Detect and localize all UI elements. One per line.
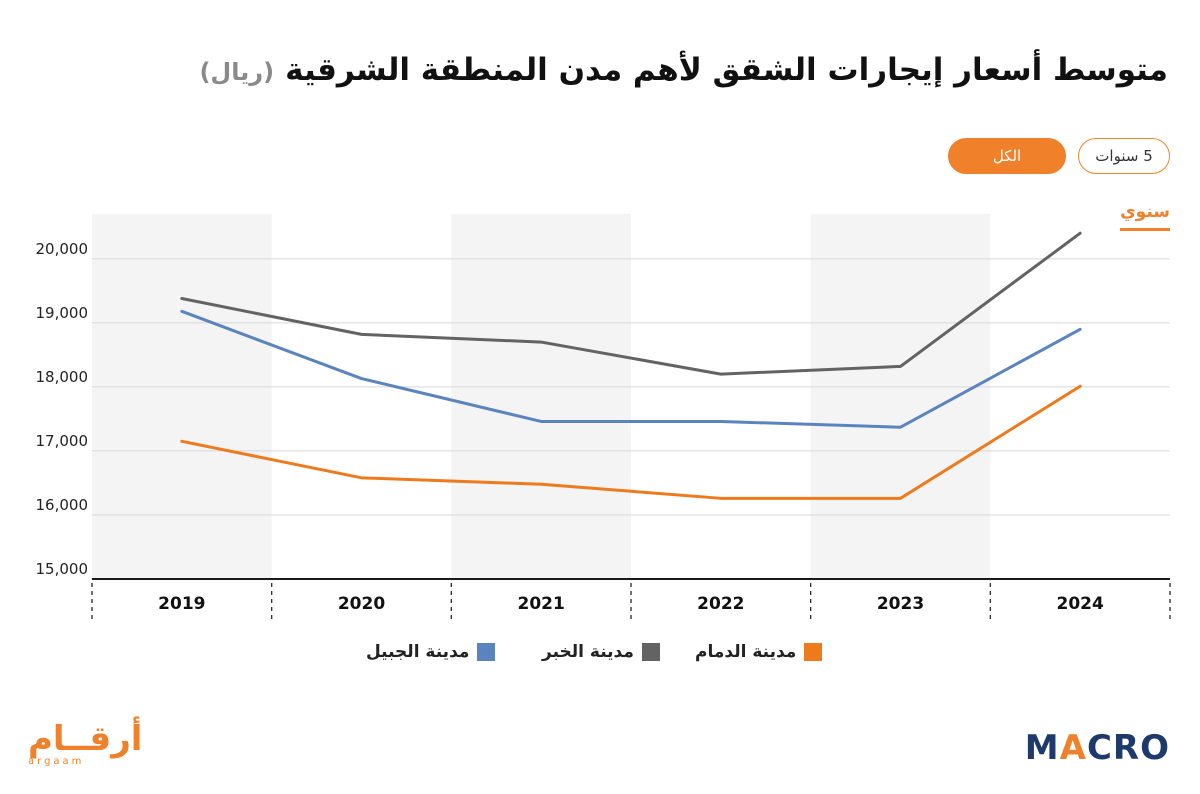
legend-label-jubail: مدينة الجبيل <box>366 642 470 662</box>
y-tick-label: 16,000 <box>36 496 89 514</box>
macro-logo-a: A <box>1059 728 1087 768</box>
legend-item-jubail[interactable]: مدينة الجبيل <box>366 642 496 662</box>
chart-controls: 5 سنوات الكل <box>948 138 1170 174</box>
column-band-2023 <box>810 214 991 579</box>
tab-annual[interactable]: سنوي <box>1120 202 1170 231</box>
x-tick-label-2019: 2019 <box>158 594 205 614</box>
argaam-logo-latin: argaam <box>28 756 85 767</box>
series-line-2 <box>180 384 1082 500</box>
legend-swatch-khobar <box>641 643 660 661</box>
legend-swatch-jubail <box>477 643 496 661</box>
column-band-2021 <box>451 214 631 579</box>
column-band-2019 <box>92 214 272 579</box>
y-tick-label: 18,000 <box>36 368 89 386</box>
y-tick-label: 15,000 <box>36 560 89 578</box>
x-tick-label-2021: 2021 <box>518 594 565 614</box>
legend-item-dammam[interactable]: مدينة الدمام <box>695 642 823 662</box>
x-tick-label-2020: 2020 <box>338 594 385 614</box>
chart-title-text: متوسط أسعار إيجارات الشقق لأهم مدن المنط… <box>285 52 1168 88</box>
x-tick-label-2022: 2022 <box>697 594 744 614</box>
argaam-logo: أرقــام argaam <box>28 720 142 767</box>
filter-all-button[interactable]: الكل <box>948 138 1066 174</box>
macro-logo: MACRO <box>1025 728 1170 768</box>
macro-logo-cro: CRO <box>1086 728 1170 768</box>
y-tick-label: 20,000 <box>36 240 89 258</box>
legend-label-dammam: مدينة الدمام <box>695 642 797 662</box>
legend-item-khobar[interactable]: مدينة الخبر <box>542 642 660 662</box>
series-line-1 <box>180 309 1082 429</box>
legend-label-khobar: مدينة الخبر <box>542 642 634 662</box>
chart-unit: (ريال) <box>199 58 275 86</box>
series-line-0 <box>180 231 1082 376</box>
x-tick-label-2023: 2023 <box>877 594 924 614</box>
macro-logo-m: M <box>1024 728 1060 768</box>
y-tick-label: 19,000 <box>36 304 89 322</box>
range-5-years-button[interactable]: 5 سنوات <box>1078 138 1170 174</box>
y-tick-label: 17,000 <box>36 432 89 450</box>
x-tick-label-2024: 2024 <box>1057 594 1104 614</box>
chart-title: متوسط أسعار إيجارات الشقق لأهم مدن المنط… <box>32 52 1168 88</box>
argaam-logo-arabic: أرقــام <box>28 719 143 759</box>
legend-swatch-dammam <box>804 643 823 661</box>
